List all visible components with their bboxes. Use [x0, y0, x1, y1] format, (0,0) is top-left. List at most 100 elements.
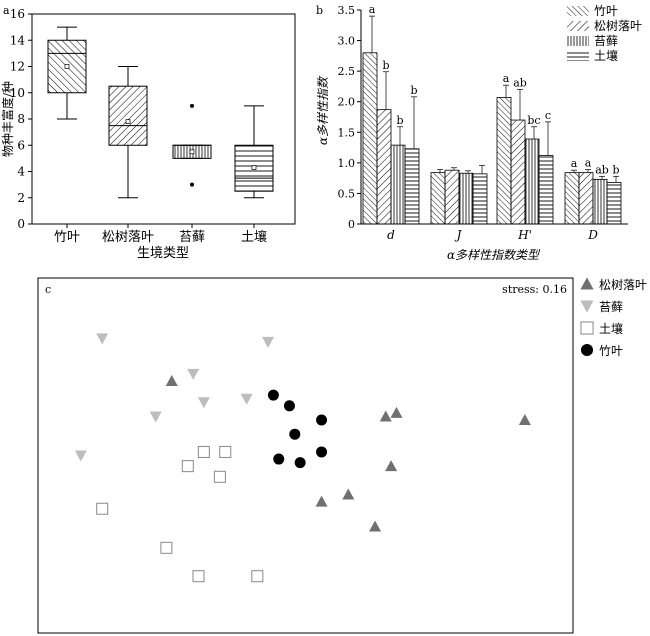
- y-tick-label: 0.5: [338, 187, 356, 200]
- legend-label: 苔藓: [594, 34, 618, 48]
- bar: [458, 172, 474, 225]
- bar: [510, 119, 526, 225]
- panel-c-frame: [37, 277, 574, 634]
- scatter-point: [181, 460, 194, 473]
- scatter-point: [289, 428, 301, 440]
- y-tick-label: 16: [10, 7, 25, 21]
- significance-letter: b: [382, 59, 389, 72]
- significance-letter: b: [396, 114, 403, 127]
- panel-a-x-axis-label: 生境类型: [137, 246, 189, 261]
- legend-label: 松树落叶: [599, 277, 647, 292]
- y-tick-label: 0: [17, 217, 25, 231]
- scatter-point: [96, 333, 109, 345]
- legend-label: 苔藓: [599, 300, 623, 314]
- y-tick-label: 14: [10, 33, 26, 47]
- bar: [404, 148, 420, 225]
- panel-a-y-axis-label: 物种丰富度/种: [0, 81, 15, 157]
- legend-label: 松树落叶: [594, 18, 642, 33]
- scatter-point: [385, 460, 398, 472]
- scatter-point: [369, 520, 382, 532]
- legend-swatch: [567, 36, 589, 46]
- legend-marker: [580, 321, 594, 335]
- scatter-point: [160, 541, 173, 554]
- scatter-point: [518, 414, 531, 425]
- legend-label: 竹叶: [599, 344, 623, 358]
- x-tick-label: D: [587, 228, 598, 242]
- panel-b-x-axis-label: α多样性指数类型: [447, 248, 541, 262]
- bar: [578, 172, 594, 225]
- significance-letter: ab: [595, 163, 609, 176]
- significance-letter: ab: [513, 76, 527, 89]
- panel-c-letter: c: [45, 283, 51, 296]
- y-tick-label: 12: [10, 60, 25, 74]
- significance-letter: bc: [527, 114, 540, 127]
- legend-swatch: [567, 6, 589, 16]
- y-tick-label: 2.5: [338, 65, 356, 78]
- bar: [538, 155, 554, 225]
- bar: [606, 182, 622, 225]
- panel-a-letter: a: [3, 4, 10, 17]
- panel-b-y-axis-label: α多样性指数: [316, 75, 330, 145]
- panel-b-letter: b: [316, 4, 323, 17]
- legend-swatch: [567, 21, 589, 31]
- bar: [390, 144, 406, 225]
- y-tick-label: 1.5: [338, 126, 356, 139]
- x-tick-label: 苔藓: [179, 230, 205, 245]
- box-outlier: [190, 182, 194, 187]
- panel-a-x-ticks: 竹叶 松树落叶 苔藓 土壤: [54, 224, 267, 245]
- scatter-point: [197, 397, 210, 409]
- scatter-point: [267, 389, 279, 401]
- legend-label: 竹叶: [594, 4, 618, 18]
- legend-label: 土壤: [594, 48, 618, 63]
- significance-letter: a: [503, 72, 510, 85]
- legend-marker: [580, 300, 594, 313]
- scatter-point: [192, 570, 205, 583]
- box-outlier: [190, 103, 194, 108]
- significance-letter: a: [571, 157, 578, 170]
- y-tick-label: 1.0: [338, 157, 356, 170]
- x-tick-label: 竹叶: [54, 230, 80, 245]
- x-tick-label: 松树落叶: [102, 230, 154, 245]
- x-tick-label: d: [387, 228, 395, 242]
- significance-letter: c: [545, 109, 551, 122]
- box-mean-marker: [189, 149, 195, 155]
- scatter-point: [316, 446, 328, 458]
- bar: [472, 173, 488, 225]
- y-tick-label: 2: [17, 191, 25, 205]
- x-tick-label: 土壤: [241, 229, 267, 245]
- y-tick-label: 3.0: [338, 35, 356, 48]
- scatter-point: [262, 336, 275, 348]
- panel-c-stress-label: stress: 0.16: [502, 283, 567, 296]
- scatter-point: [240, 393, 253, 405]
- y-tick-label: 6: [17, 138, 25, 152]
- panel-a-frame: [31, 13, 296, 225]
- y-tick-label: 3.5: [338, 4, 356, 17]
- y-tick-label: 0: [348, 218, 355, 231]
- box-mean-marker: [125, 119, 131, 124]
- scatter-point: [197, 445, 210, 458]
- significance-letter: b: [612, 163, 619, 176]
- scatter-point: [219, 445, 232, 458]
- scatter-point: [390, 406, 403, 418]
- scatter-point: [342, 488, 355, 500]
- scatter-point: [187, 368, 200, 380]
- scatter-point: [149, 411, 162, 423]
- legend-marker: [580, 277, 594, 290]
- bar: [496, 97, 512, 225]
- bar: [362, 52, 378, 225]
- panel-c-points: [74, 333, 531, 583]
- bar: [376, 109, 392, 225]
- scatter-point: [315, 495, 328, 507]
- significance-letter: a: [369, 3, 376, 16]
- scatter-point: [165, 374, 178, 386]
- panel-a-boxes: [47, 26, 274, 199]
- scatter-point: [316, 414, 328, 426]
- box-mean-marker: [64, 64, 70, 69]
- x-tick-label: J: [454, 228, 463, 242]
- bar: [430, 172, 446, 225]
